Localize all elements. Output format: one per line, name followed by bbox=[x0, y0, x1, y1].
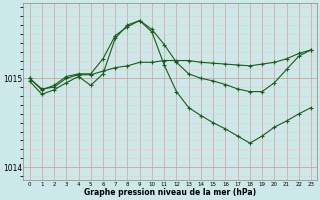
X-axis label: Graphe pression niveau de la mer (hPa): Graphe pression niveau de la mer (hPa) bbox=[84, 188, 256, 197]
